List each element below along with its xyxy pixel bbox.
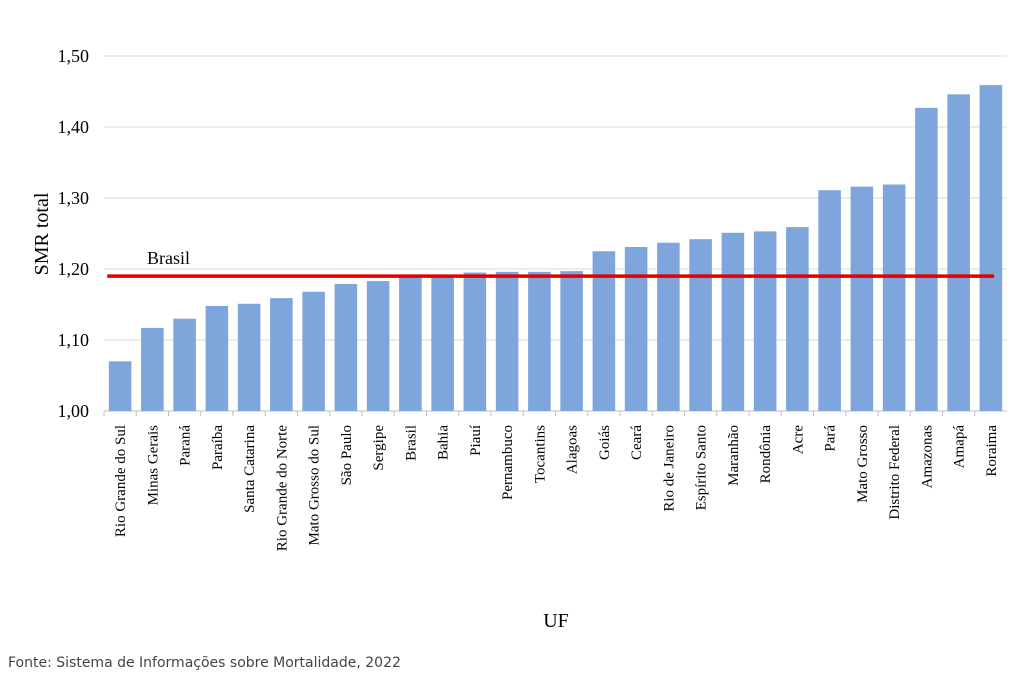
bar: [786, 227, 809, 411]
category-label: Acre: [790, 425, 806, 454]
bar: [657, 242, 680, 411]
category-label: Maranhão: [726, 425, 742, 486]
category-label: São Paulo: [339, 425, 355, 485]
bar: [528, 271, 551, 411]
category-label: Rio Grande do Norte: [274, 425, 290, 552]
category-label: Distrito Federal: [887, 425, 903, 520]
bar: [399, 276, 422, 411]
category-label: Mato Grosso: [855, 425, 871, 503]
bar: [689, 239, 712, 411]
category-label: Minas Gerais: [145, 425, 161, 506]
category-label: Sergipe: [371, 425, 387, 471]
y-tick-label: 1,00: [58, 401, 90, 421]
bar: [818, 190, 841, 411]
bar: [431, 276, 454, 411]
y-tick-label: 1,30: [58, 188, 90, 208]
bar: [270, 298, 293, 411]
category-label: Amazonas: [919, 425, 935, 488]
bar: [882, 184, 906, 411]
y-tick-label: 1,20: [58, 259, 90, 279]
category-label: Espírito Santo: [694, 425, 710, 510]
category-label: Piauí: [468, 425, 484, 456]
category-labels: Rio Grande do Sul Minas Gerais Paraná Paraí…: [113, 425, 1000, 552]
bar: [979, 85, 1003, 412]
bar: [560, 271, 583, 411]
category-label: Rio de Janeiro: [661, 425, 677, 512]
x-axis-title: UF: [543, 610, 569, 632]
y-tick-label: 1,10: [58, 330, 90, 350]
bar: [302, 291, 325, 411]
bar: [237, 303, 261, 411]
bars: [108, 85, 1003, 412]
bar: [915, 107, 938, 411]
y-tick-labels: 1,00 1,10 1,20 1,30 1,40 1,50: [58, 46, 90, 421]
category-label: Paraíba: [210, 425, 226, 470]
bar: [947, 94, 970, 411]
category-label: Ceará: [629, 425, 645, 460]
y-axis-title: SMR total: [31, 192, 53, 275]
category-label: Rio Grande do Sul: [113, 425, 129, 537]
category-label: Pará: [823, 425, 839, 452]
bar: [721, 232, 745, 411]
bar: [366, 281, 390, 411]
category-label: Alagoas: [565, 425, 581, 474]
reference-line-group: Brasil: [107, 248, 995, 278]
category-label: Tocantins: [532, 425, 548, 483]
bar: [108, 361, 132, 411]
category-label: Rondônia: [758, 425, 774, 484]
bar: [173, 318, 196, 411]
bar: [850, 186, 874, 411]
bar: [495, 271, 519, 411]
category-label: Mato Grosso do Sul: [307, 425, 323, 545]
category-label: Paraná: [178, 425, 194, 466]
y-tick-label: 1,50: [58, 46, 90, 66]
source-note: Fonte: Sistema de Informações sobre Mort…: [8, 655, 401, 671]
category-label: Santa Catarina: [242, 425, 258, 513]
y-tick-label: 1,40: [58, 117, 90, 137]
bar: [624, 246, 648, 411]
category-label: Amapá: [952, 425, 968, 469]
category-label: Pernambuco: [500, 425, 516, 500]
bar: [141, 327, 164, 411]
bar: [753, 231, 777, 411]
bar: [463, 272, 487, 411]
bar: [592, 251, 616, 411]
category-label: Roraima: [984, 425, 1000, 477]
category-label: Bahia: [436, 425, 452, 460]
bar: [205, 305, 229, 411]
category-label: Brasil: [403, 425, 419, 461]
reference-line-label: Brasil: [147, 248, 190, 268]
category-label: Goiás: [597, 425, 613, 460]
bar: [334, 283, 358, 411]
